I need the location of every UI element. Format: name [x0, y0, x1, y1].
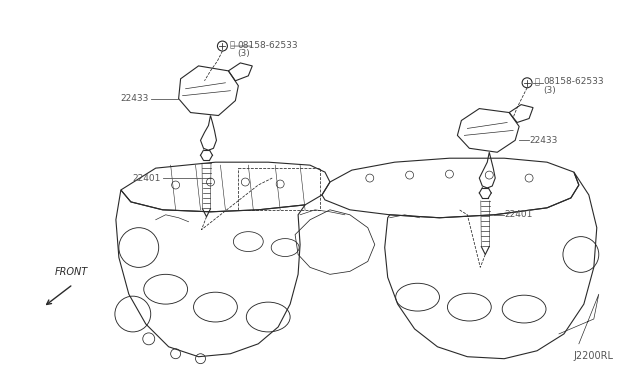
Text: Ⓑ: Ⓑ	[229, 41, 234, 49]
Text: 08158-62533: 08158-62533	[237, 41, 298, 49]
Text: 08158-62533: 08158-62533	[543, 77, 604, 86]
Text: (3): (3)	[237, 49, 250, 58]
Text: 22433: 22433	[529, 136, 557, 145]
Text: FRONT: FRONT	[54, 267, 88, 277]
Text: 22401: 22401	[504, 210, 532, 219]
Text: 22401: 22401	[132, 174, 161, 183]
Bar	[238, 168, 320, 210]
Text: (3): (3)	[543, 86, 556, 95]
Text: 22433: 22433	[120, 94, 148, 103]
Text: Ⓑ: Ⓑ	[535, 77, 540, 86]
Text: J2200RL: J2200RL	[573, 351, 614, 361]
